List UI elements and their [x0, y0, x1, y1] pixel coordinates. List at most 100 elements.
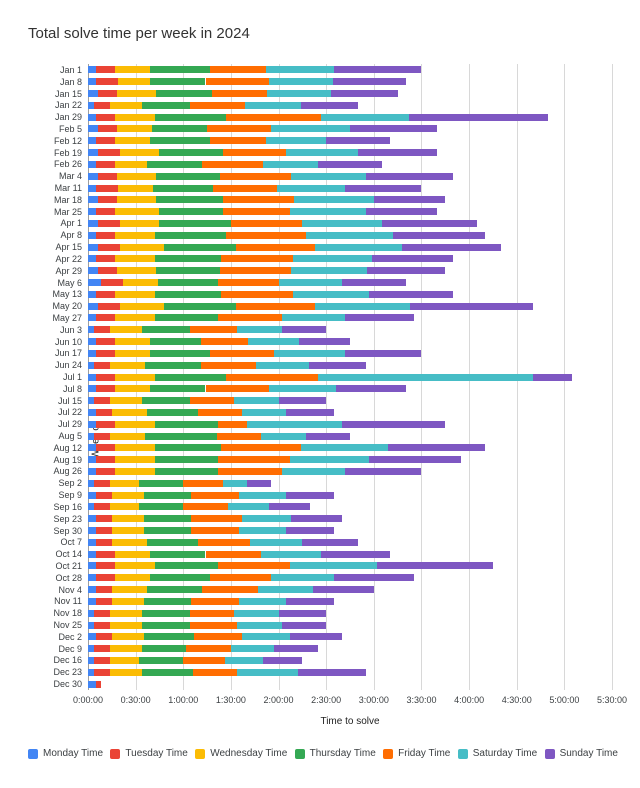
bar-segment-wednesday-time — [114, 208, 160, 216]
bar-segment-sunday-time — [350, 125, 438, 133]
bar-segment-tuesday-time — [95, 562, 115, 570]
bar-segment-thursday-time — [141, 621, 190, 629]
legend-swatch — [294, 748, 305, 759]
bar-segment-thursday-time — [145, 361, 201, 369]
bar-segment-monday-time — [88, 680, 96, 688]
bar-segment-monday-time — [88, 290, 96, 298]
legend-label: Friday Time — [398, 748, 451, 759]
bar-segment-sunday-time — [342, 279, 406, 286]
y-tick-label: Jun 24 — [54, 360, 82, 371]
bar-segment-thursday-time — [156, 196, 223, 204]
bar-segment-thursday-time — [159, 208, 223, 216]
bar-segment-monday-time — [88, 184, 96, 192]
bar-segment-sunday-time — [273, 645, 319, 653]
y-tick-label: Aug 26 — [53, 466, 82, 477]
bar-segment-thursday-time — [149, 385, 206, 393]
bar-segment-tuesday-time — [94, 326, 111, 334]
bar-segment-monday-time — [88, 196, 98, 204]
bar-segment-wednesday-time — [116, 90, 157, 98]
bar-segment-monday-time — [88, 633, 96, 641]
bar-segment-sunday-time — [408, 113, 549, 121]
bar-segment-friday-time — [200, 338, 249, 346]
bar-segment-sunday-time — [262, 656, 303, 664]
bar-segment-monday-time — [88, 479, 95, 487]
bar-segment-saturday-time — [256, 361, 309, 369]
bar-segment-saturday-time — [265, 66, 335, 74]
bar-segment-saturday-time — [292, 290, 370, 298]
bar-segment-sunday-time — [345, 314, 414, 322]
bar-segment-saturday-time — [257, 586, 314, 594]
x-tick-label: 3:30:00 — [406, 695, 437, 705]
bar-segment-friday-time — [221, 290, 293, 298]
bar-segment-monday-time — [88, 574, 96, 582]
bar-segment-friday-time — [211, 90, 268, 98]
bar-segment-tuesday-time — [95, 550, 115, 558]
bar-segment-saturday-time — [222, 479, 247, 487]
bar-segment-monday-time — [88, 408, 96, 416]
bar-segment-tuesday-time — [95, 491, 112, 499]
bar-segment-monday-time — [88, 326, 95, 334]
bar-segment-friday-time — [235, 243, 316, 251]
bar-segment-wednesday-time — [114, 574, 150, 582]
bar-segment-monday-time — [88, 609, 95, 617]
bar-segment-tuesday-time — [97, 90, 117, 98]
legend-swatch — [457, 748, 468, 759]
bar-segment-friday-time — [183, 479, 223, 487]
bar-segment-tuesday-time — [95, 444, 115, 452]
y-tick-label: Mar 4 — [58, 171, 82, 182]
y-tick-label: Sep 23 — [53, 513, 82, 524]
bar-segment-monday-time — [88, 621, 95, 629]
bar-segment-friday-time — [230, 219, 303, 227]
bar-segment-saturday-time — [265, 137, 327, 145]
bar-segment-tuesday-time — [95, 338, 115, 346]
y-tick-label: Nov 25 — [53, 620, 82, 631]
bar-segment-wednesday-time — [114, 255, 155, 263]
bar-segment-monday-time — [88, 149, 98, 157]
bar-segment-friday-time — [221, 444, 301, 452]
bar-segment-thursday-time — [157, 279, 219, 286]
plot-area: Week of 0:00:00 0:30:00 1:00:00 1:30:00 2:00… — [52, 64, 627, 705]
bar-segment-thursday-time — [154, 373, 227, 381]
bar-segment-friday-time — [226, 231, 306, 239]
bar-segment-friday-time — [189, 101, 246, 109]
y-tick-label: Jun 17 — [54, 348, 82, 359]
y-tick-label: Apr 29 — [55, 265, 82, 276]
bar-segment-saturday-time — [238, 491, 287, 499]
bar-segment-saturday-time — [261, 550, 322, 558]
bar-segment-sunday-time — [402, 243, 501, 251]
bar-segment-thursday-time — [154, 290, 222, 298]
bar-segment-saturday-time — [315, 302, 411, 310]
bar-segment-sunday-time — [334, 66, 422, 74]
bar-segment-saturday-time — [270, 125, 350, 133]
bar-segment-monday-time — [88, 349, 96, 357]
bar-segment-saturday-time — [321, 113, 409, 121]
bar-segment-friday-time — [191, 491, 239, 499]
bar-segment-monday-time — [88, 66, 96, 74]
bar-segment-sunday-time — [335, 385, 406, 393]
y-tick-label: Apr 8 — [60, 230, 82, 241]
y-tick-label: Jul 15 — [57, 395, 82, 406]
bar-segment-tuesday-time — [97, 125, 117, 133]
bar-segment-saturday-time — [289, 562, 377, 570]
bar-segment-wednesday-time — [110, 397, 142, 405]
bar-segment-monday-time — [88, 160, 96, 168]
bar-segment-sunday-time — [345, 349, 422, 357]
bar-segment-sunday-time — [326, 137, 390, 145]
bar-segment-friday-time — [191, 515, 242, 523]
legend-item: Saturday Time — [457, 748, 537, 759]
bar-segment-wednesday-time — [116, 196, 157, 204]
y-tick-label: Aug 5 — [58, 431, 82, 442]
y-tick-label: Dec 2 — [58, 631, 82, 642]
x-tick-label: 0:30:00 — [120, 695, 151, 705]
bar-segment-sunday-time — [369, 456, 462, 464]
bar-segment-tuesday-time — [97, 196, 117, 204]
legend-label: Tuesday Time — [125, 748, 188, 759]
y-tick-label: Oct 14 — [55, 549, 82, 560]
y-tick-label: Jan 8 — [59, 76, 82, 87]
legend-swatch — [28, 748, 38, 759]
bar-segment-saturday-time — [291, 267, 368, 275]
bar-segment-sunday-time — [332, 78, 406, 86]
bar-segment-monday-time — [88, 491, 96, 499]
bar-segment-tuesday-time — [95, 385, 115, 393]
y-tick-label: Nov 11 — [54, 596, 82, 607]
